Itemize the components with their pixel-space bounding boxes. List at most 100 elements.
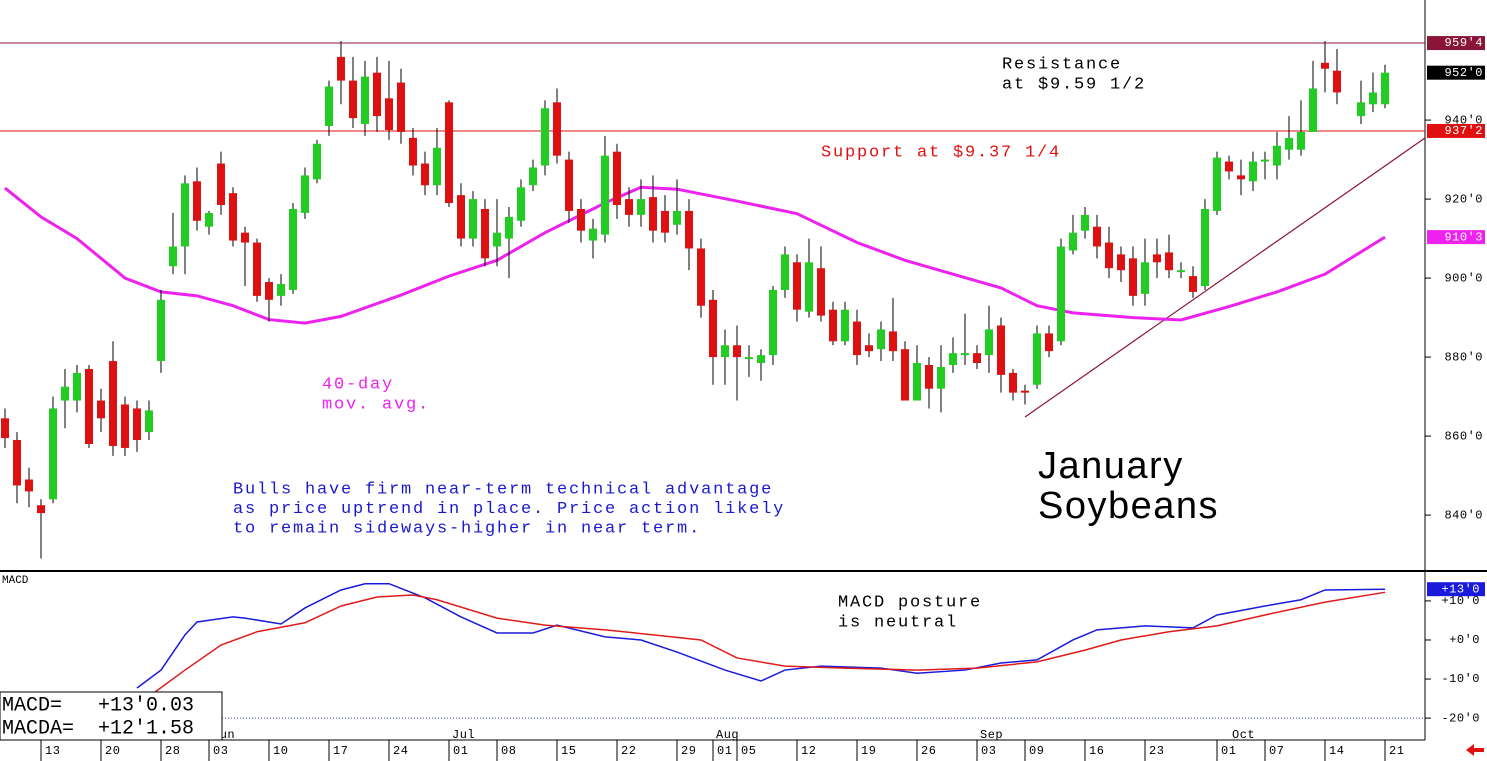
month-label: Sep — [980, 728, 1003, 742]
candle-body — [853, 321, 861, 356]
candle-body — [805, 262, 813, 312]
readout-value: +12'1.58 — [98, 717, 194, 740]
candle-body — [229, 193, 237, 241]
x-tick-label: 22 — [621, 744, 636, 758]
candle-body — [973, 353, 981, 364]
candle-body — [781, 254, 789, 290]
note-text: Bulls have firm near-term technical adva… — [233, 480, 773, 499]
y-tick-label: +10'0 — [1441, 594, 1480, 608]
candle-body — [1249, 161, 1257, 182]
x-tick-label: 20 — [105, 744, 120, 758]
candle-body — [1045, 333, 1053, 352]
candle-body — [505, 216, 513, 239]
macd-annotation: is neutral — [838, 613, 958, 632]
candle-body — [745, 357, 753, 360]
last-price-box — [1427, 65, 1485, 80]
candle-body — [73, 372, 81, 401]
candle-body — [397, 82, 405, 132]
x-tick-label: 29 — [681, 744, 696, 758]
candle-body — [337, 56, 345, 81]
candle-body — [949, 353, 957, 365]
candle-body — [265, 282, 273, 300]
candle-body — [493, 232, 501, 247]
candle-body — [241, 232, 249, 243]
candle-body — [217, 163, 225, 206]
candle-body — [517, 187, 525, 221]
candle-body — [985, 329, 993, 356]
candle-body — [685, 210, 693, 249]
candle-body — [121, 404, 129, 448]
x-tick-label: 09 — [1029, 744, 1044, 758]
x-tick-label: 23 — [1149, 744, 1164, 758]
candle-body — [733, 345, 741, 358]
ma-label: 40-day — [322, 375, 394, 394]
candle-body — [1261, 159, 1269, 162]
candle-body — [529, 167, 537, 186]
candle-body — [1213, 157, 1221, 211]
scroll-arrow — [1466, 744, 1484, 756]
x-tick-label: 28 — [165, 744, 180, 758]
candle-body — [13, 440, 21, 486]
candle-body — [169, 246, 177, 267]
x-tick-label: 01 — [1221, 744, 1236, 758]
candle-body — [625, 199, 633, 215]
candle-body — [769, 289, 777, 356]
y-tick-label: 920'0 — [1444, 192, 1483, 206]
candle-body — [1177, 270, 1185, 273]
note-text: as price uptrend in place. Price action … — [233, 500, 785, 519]
macd-annotation: MACD posture — [838, 593, 982, 612]
y-tick-label: +0'0 — [1449, 633, 1480, 647]
candle-body — [865, 345, 873, 352]
candle-body — [1201, 208, 1209, 286]
x-tick-label: 17 — [333, 744, 348, 758]
candle-body — [1081, 214, 1089, 231]
candle-body — [937, 366, 945, 389]
candle-body — [721, 345, 729, 358]
candle-body — [133, 408, 141, 441]
y-tick-label: -10'0 — [1441, 672, 1480, 686]
candle-body — [289, 208, 297, 290]
candle-body — [1069, 232, 1077, 251]
candle-body — [601, 155, 609, 235]
candle-body — [1297, 131, 1305, 150]
x-tick-label: 08 — [501, 744, 516, 758]
y-tick-label: 880'0 — [1444, 350, 1483, 364]
candle-body — [577, 208, 585, 231]
resistance-text: Resistance — [1002, 55, 1122, 74]
candle-body — [157, 299, 165, 362]
candle-body — [277, 284, 285, 296]
x-tick-label: 07 — [1269, 744, 1284, 758]
candle-body — [385, 98, 393, 130]
candle-body — [1057, 246, 1065, 342]
macd-title: MACD — [2, 575, 29, 587]
candle-body — [1117, 254, 1125, 271]
candle-body — [61, 386, 69, 401]
candle-body — [1333, 70, 1341, 93]
candle-body — [1237, 175, 1245, 180]
candle-body — [565, 159, 573, 211]
candle-body — [481, 208, 489, 259]
resistance-text: at $9.59 1/2 — [1002, 75, 1146, 94]
candle-body — [841, 309, 849, 342]
support-text: Support at $9.37 1/4 — [821, 143, 1061, 162]
support-label-box — [1427, 123, 1485, 138]
candle-body — [1321, 62, 1329, 69]
last-price-label: 952'0 — [1444, 66, 1483, 80]
x-tick-label: 16 — [1089, 744, 1104, 758]
macd-line — [136, 582, 1386, 689]
x-tick-label: 03 — [213, 744, 228, 758]
candle-body — [1273, 145, 1281, 166]
candle-body — [445, 102, 453, 204]
x-tick-label: 10 — [273, 744, 288, 758]
trend-line — [1024, 137, 1426, 418]
candle-body — [49, 408, 57, 500]
candle-body — [253, 242, 261, 296]
x-tick-label: 14 — [1329, 744, 1344, 758]
candle-body — [409, 137, 417, 166]
candle-body — [1033, 333, 1041, 385]
candle-body — [1381, 72, 1389, 105]
month-label: Oct — [1232, 728, 1255, 742]
candle-body — [913, 363, 921, 401]
